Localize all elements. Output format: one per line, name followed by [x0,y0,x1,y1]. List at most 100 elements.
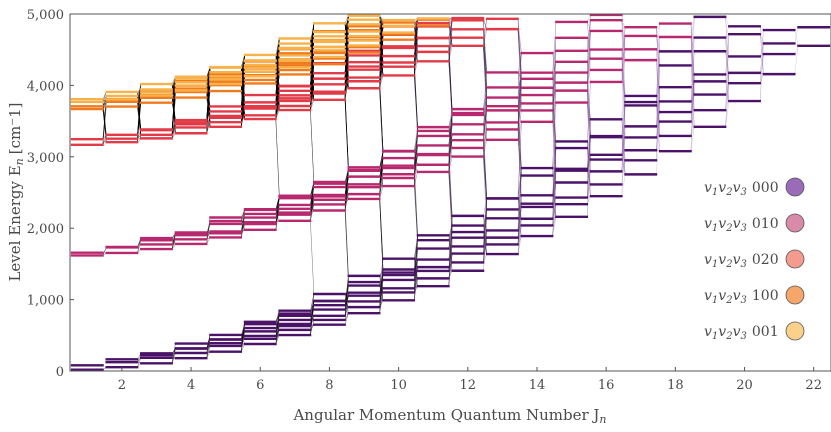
transition-line [586,90,591,120]
transition-line [586,141,591,160]
transition-line [517,168,522,245]
transition-line [483,45,488,107]
transition-line [448,246,453,260]
transition-line [552,90,557,122]
transition-line [448,140,453,165]
transition-line [275,54,280,101]
transition-line [621,95,626,120]
transition-line [483,45,488,73]
transition-line [725,81,730,102]
transition-line [413,177,418,236]
transition-line [552,78,557,149]
transition-line [656,87,661,127]
transition-line [483,109,488,123]
transition-line [413,25,418,57]
transition-line [552,148,557,176]
legend-swatch [785,213,805,233]
transition-line [413,25,418,67]
transition-line [413,56,418,128]
transition-line [517,103,522,130]
transition-line [656,27,661,66]
transition-line [621,105,626,160]
transition-line [621,105,626,138]
transition-line [483,209,488,226]
transition-line [656,121,661,175]
transition-line [413,259,418,289]
transition-line [483,246,488,255]
transition-line [413,248,418,289]
transition-line [517,110,522,140]
transition-line [483,244,488,254]
transition-line [448,127,453,135]
transition-line [448,140,453,156]
transition-line [310,38,315,79]
transition-line [586,141,591,172]
transition-line [621,137,626,161]
transition-line [344,293,349,302]
transition-line [517,198,522,226]
transition-line [725,37,730,57]
transition-line [517,72,522,104]
transition-line [759,74,764,84]
transition-line [483,20,488,30]
transition-line [413,171,418,187]
transition-line [413,32,418,62]
transition-line [483,225,488,255]
transition-line [586,102,591,137]
transition-line [586,136,591,183]
transition-line [413,267,418,301]
transition-line [517,53,522,88]
transition-line [690,51,695,95]
transition-line [448,46,453,125]
transition-line [759,30,764,84]
transition-line [690,94,695,113]
transition-line [552,168,557,196]
transition-line [448,61,453,110]
transition-line [690,126,695,152]
transition-line [725,83,730,127]
transition-line [517,175,522,199]
transition-line [586,58,591,91]
transition-line [517,121,522,199]
transition-line [448,215,453,249]
transition-line [413,26,418,57]
transition-line [656,87,661,97]
transition-line [621,137,626,172]
transition-line [413,38,418,76]
transition-line [586,102,591,138]
transition-line [483,230,488,247]
legend-label: v1v2v3 100 [704,288,779,306]
transition-line [448,29,453,62]
transition-line [552,72,557,96]
transition-line [656,27,661,52]
legend-swatch [785,285,805,305]
transition-line [517,29,522,54]
transition-line [413,46,418,63]
transition-line [413,38,418,57]
transition-line [621,81,626,97]
transition-line [690,16,695,38]
transition-line [413,37,418,63]
transition-line [656,60,661,136]
legend-swatch [785,321,805,341]
transition-line [517,206,522,219]
transition-line [413,168,418,241]
transition-line [690,81,695,102]
transition-line [413,45,418,57]
transition-line [586,148,591,197]
transition-line [552,21,557,79]
transition-line [517,95,522,130]
transition-line [448,46,453,114]
transition-line [517,95,522,111]
transition-line [517,198,522,219]
transition-line [448,127,453,141]
transition-line [517,106,522,122]
legend-item: v1v2v3 000 [704,177,805,198]
transition-line [586,148,591,172]
transition-line [413,19,418,33]
transition-line [240,334,245,345]
transition-line [310,86,315,100]
transition-line [483,45,488,98]
transition-line [690,23,695,75]
transition-line [656,51,661,96]
